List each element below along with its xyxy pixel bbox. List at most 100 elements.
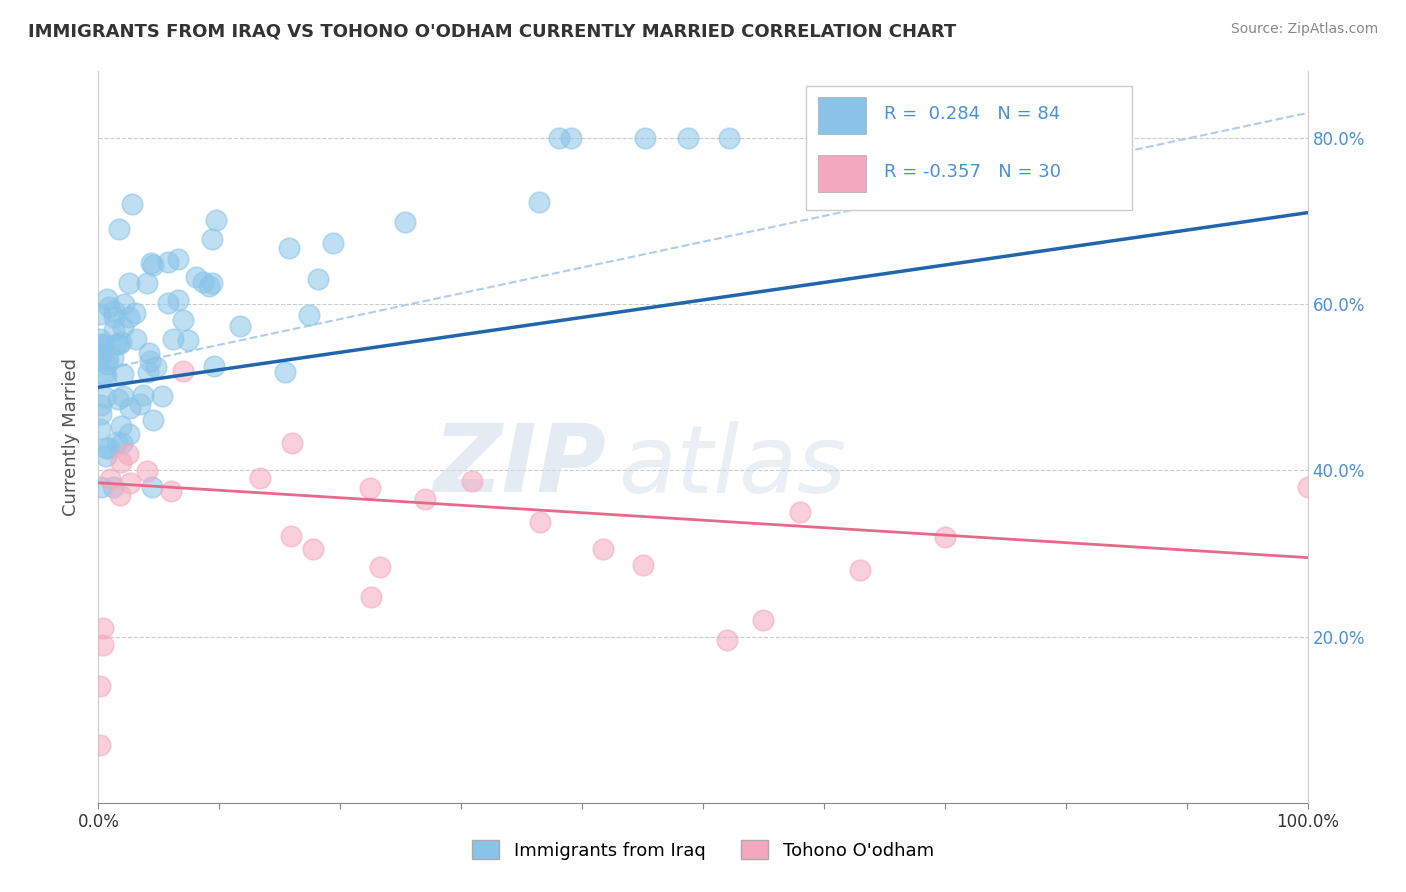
Point: [789, 505, 811, 519]
Text: IMMIGRANTS FROM IRAQ VS TOHONO O'ODHAM CURRENTLY MARRIED CORRELATION CHART: IMMIGRANTS FROM IRAQ VS TOHONO O'ODHAM C…: [28, 22, 956, 40]
Point: [108, 337, 131, 351]
Point: [547, 131, 569, 145]
Point: [413, 492, 436, 507]
Point: [90, 336, 112, 351]
Point: [160, 483, 183, 498]
Point: [129, 397, 152, 411]
Point: [184, 269, 207, 284]
Point: [118, 401, 141, 416]
Point: [110, 488, 132, 502]
Point: [849, 563, 872, 577]
Point: [322, 236, 344, 251]
Point: [89, 351, 111, 365]
Point: [191, 275, 214, 289]
Point: [167, 293, 190, 308]
Point: [201, 277, 224, 291]
FancyBboxPatch shape: [806, 86, 1132, 211]
Point: [90, 347, 112, 361]
Point: [101, 480, 124, 494]
Point: [121, 197, 143, 211]
Point: [136, 464, 159, 478]
Point: [118, 427, 141, 442]
Point: [105, 435, 128, 450]
Point: [717, 131, 740, 145]
Point: [156, 296, 179, 310]
Point: [142, 413, 165, 427]
Point: [111, 436, 134, 450]
Point: [93, 367, 115, 381]
Point: [631, 558, 654, 573]
Point: [716, 633, 738, 648]
Point: [201, 232, 224, 246]
Point: [94, 390, 117, 404]
Point: [752, 613, 775, 627]
Point: [101, 351, 124, 365]
Point: [90, 480, 112, 494]
Point: [96, 292, 118, 306]
Point: [136, 276, 159, 290]
Point: [118, 276, 141, 290]
Point: [94, 449, 117, 463]
Point: [162, 333, 184, 347]
Point: [278, 241, 301, 255]
Point: [98, 472, 121, 486]
Point: [103, 323, 125, 337]
Point: [228, 319, 250, 334]
Point: [120, 476, 142, 491]
Y-axis label: Currently Married: Currently Married: [62, 358, 80, 516]
Point: [138, 354, 160, 368]
Point: [110, 335, 132, 350]
Point: [136, 365, 159, 379]
Point: [592, 541, 614, 556]
Point: [934, 530, 956, 544]
Point: [145, 359, 167, 374]
Point: [204, 213, 226, 227]
Point: [150, 389, 173, 403]
Point: [91, 638, 114, 652]
Point: [678, 131, 700, 145]
Point: [89, 332, 111, 346]
Point: [110, 455, 132, 469]
Point: [281, 435, 304, 450]
Point: [125, 332, 148, 346]
Point: [96, 357, 118, 371]
Point: [111, 367, 134, 381]
Point: [368, 559, 391, 574]
Point: [202, 359, 225, 374]
Legend: Immigrants from Iraq, Tohono O'odham: Immigrants from Iraq, Tohono O'odham: [472, 840, 934, 860]
Point: [142, 258, 165, 272]
Point: [529, 516, 551, 530]
Point: [1296, 480, 1319, 494]
Point: [132, 388, 155, 402]
Point: [104, 337, 127, 351]
Point: [273, 365, 295, 379]
Point: [89, 680, 111, 694]
Text: ZIP: ZIP: [433, 420, 606, 512]
Point: [141, 255, 163, 269]
Point: [97, 352, 120, 367]
Point: [359, 481, 381, 495]
Point: [89, 307, 111, 321]
Point: [280, 529, 302, 543]
Point: [98, 441, 121, 455]
Point: [394, 215, 416, 229]
Point: [91, 337, 114, 351]
Point: [138, 345, 160, 359]
Point: [118, 310, 141, 324]
Text: R =  0.284   N = 84: R = 0.284 N = 84: [884, 104, 1060, 123]
Point: [167, 252, 190, 266]
Text: R = -0.357   N = 30: R = -0.357 N = 30: [884, 163, 1062, 181]
Point: [111, 388, 134, 402]
Point: [177, 333, 200, 347]
Point: [141, 480, 163, 494]
Point: [107, 392, 129, 407]
Point: [156, 254, 179, 268]
Point: [298, 308, 321, 322]
Point: [97, 300, 120, 314]
Point: [89, 338, 111, 352]
Point: [103, 303, 125, 318]
Point: [90, 407, 112, 421]
Text: atlas: atlas: [619, 421, 846, 512]
Text: Source: ZipAtlas.com: Source: ZipAtlas.com: [1230, 22, 1378, 37]
Point: [560, 131, 582, 145]
